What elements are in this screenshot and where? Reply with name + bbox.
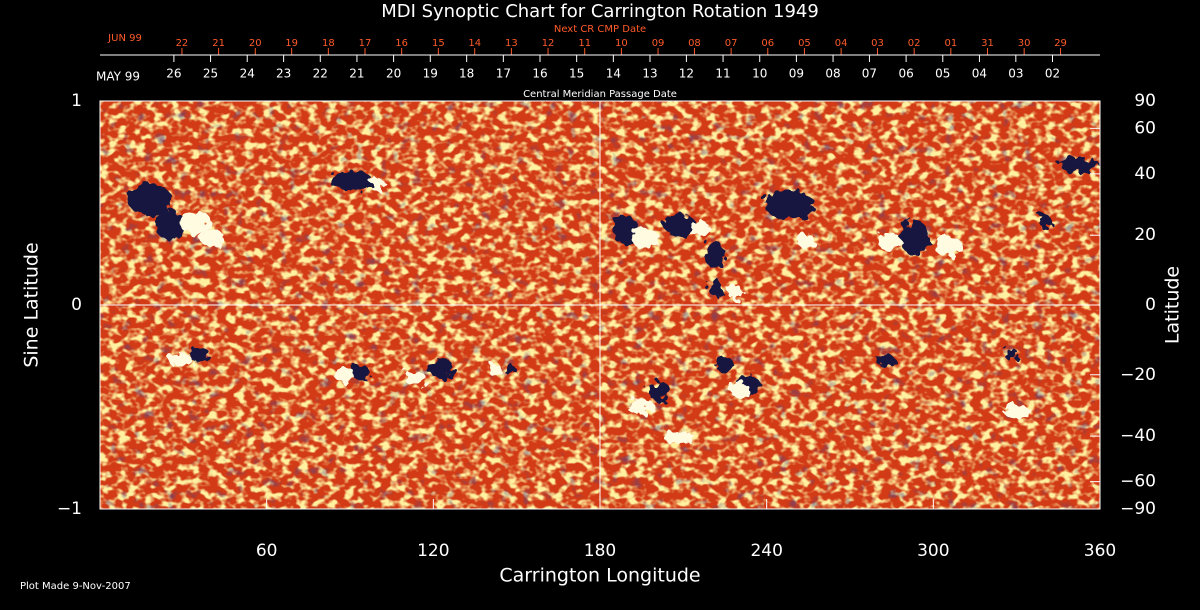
top-axis-tick-label: 11 bbox=[578, 38, 591, 49]
x-tick-label: 120 bbox=[417, 541, 449, 561]
top-axis-tick-label: 07 bbox=[862, 67, 877, 81]
y-tick-label: 0 bbox=[71, 295, 82, 315]
y2-tick-label: 90 bbox=[1134, 91, 1156, 111]
top-axis-tick-label: 19 bbox=[285, 38, 298, 49]
y2-tick-label: 20 bbox=[1134, 225, 1156, 245]
x-axis-title: Carrington Longitude bbox=[499, 565, 700, 587]
top-axis-tick-label: 07 bbox=[725, 38, 738, 49]
top-axis-tick-label: 12 bbox=[542, 38, 555, 49]
top-axis-tick-label: 14 bbox=[606, 67, 621, 81]
top-axis-title: Central Meridian Passage Date bbox=[523, 89, 677, 100]
top-axis-tick-label: 18 bbox=[322, 38, 335, 49]
y2-tick-label: −20 bbox=[1120, 365, 1156, 385]
top-axis-tick-label: 01 bbox=[944, 38, 957, 49]
x-tick-label: 360 bbox=[1084, 541, 1116, 561]
top-axis-tick-label: 31 bbox=[981, 38, 994, 49]
top-axis-tick-label: 03 bbox=[871, 38, 884, 49]
top-axis-tick-label: 22 bbox=[176, 38, 189, 49]
top-axis-tick-label: 06 bbox=[761, 38, 774, 49]
top-axis-tick-label: 08 bbox=[688, 38, 701, 49]
y2-tick-label: −60 bbox=[1120, 472, 1156, 492]
top-axis-tick-label: 15 bbox=[569, 67, 584, 81]
top-axis-tick-label: 20 bbox=[249, 38, 262, 49]
y-tick-label: −1 bbox=[57, 499, 82, 519]
top-axis-tick-label: 04 bbox=[972, 67, 987, 81]
top-axis-tick-label: 13 bbox=[505, 38, 518, 49]
top-axis-tick-label: 21 bbox=[212, 38, 225, 49]
top-axis-tick-label: 19 bbox=[423, 67, 438, 81]
top-axis-tick-label: 16 bbox=[395, 38, 408, 49]
top-axis-tick-label: 05 bbox=[798, 38, 811, 49]
y2-tick-label: −40 bbox=[1120, 426, 1156, 446]
top-axis-tick-label: 05 bbox=[935, 67, 950, 81]
top-axis-tick-label: 26 bbox=[166, 67, 181, 81]
top-axis-tick-label: 02 bbox=[1045, 67, 1060, 81]
y2-axis-title: Latitude bbox=[1162, 266, 1184, 344]
top-axis-tick-label: 13 bbox=[642, 67, 657, 81]
x-tick-label: 240 bbox=[750, 541, 782, 561]
top-axis-tick-label: 11 bbox=[715, 67, 730, 81]
top-axis-tick-label: 09 bbox=[789, 67, 804, 81]
top-axis-tick-label: 18 bbox=[459, 67, 474, 81]
top-axis-tick-label: 10 bbox=[752, 67, 767, 81]
chart-title: MDI Synoptic Chart for Carrington Rotati… bbox=[381, 1, 819, 22]
top-axis-tick-label: 09 bbox=[652, 38, 665, 49]
y-axis-title: Sine Latitude bbox=[21, 242, 43, 367]
top-axis-tick-label: 23 bbox=[276, 67, 291, 81]
top-axis-start-label: JUN 99 bbox=[107, 33, 142, 44]
y-tick-label: 1 bbox=[71, 91, 82, 111]
x-tick-label: 180 bbox=[584, 541, 616, 561]
top-axis-tick-label: 14 bbox=[468, 38, 481, 49]
footnote: Plot Made 9-Nov-2007 bbox=[20, 581, 131, 592]
top-axis-tick-label: 17 bbox=[359, 38, 372, 49]
top-axis-tick-label: 25 bbox=[203, 67, 218, 81]
top-axis-tick-label: 12 bbox=[679, 67, 694, 81]
top-axis-tick-label: 30 bbox=[1018, 38, 1031, 49]
top-axis-tick-label: 20 bbox=[386, 67, 401, 81]
x-tick-label: 60 bbox=[256, 541, 278, 561]
top-axis-tick-label: 10 bbox=[615, 38, 628, 49]
top-axis-tick-label: 29 bbox=[1054, 38, 1067, 49]
top-axis-title: Next CR CMP Date bbox=[554, 24, 646, 35]
x-tick-label: 300 bbox=[917, 541, 949, 561]
y2-tick-label: 0 bbox=[1145, 295, 1156, 315]
top-axis-tick-label: 04 bbox=[835, 38, 848, 49]
y2-tick-label: 40 bbox=[1134, 164, 1156, 184]
top-axis-tick-label: 03 bbox=[1008, 67, 1023, 81]
top-axis-tick-label: 17 bbox=[496, 67, 511, 81]
top-axis-tick-label: 06 bbox=[898, 67, 913, 81]
top-axis-tick-label: 24 bbox=[240, 67, 255, 81]
top-axis-tick-label: 16 bbox=[532, 67, 547, 81]
top-axis-tick-label: 21 bbox=[349, 67, 364, 81]
top-axis-tick-label: 15 bbox=[432, 38, 445, 49]
y2-tick-label: 60 bbox=[1134, 118, 1156, 138]
top-axis-start-label: MAY 99 bbox=[96, 70, 140, 84]
top-axis-tick-label: 02 bbox=[908, 38, 921, 49]
top-axis-tick-label: 22 bbox=[313, 67, 328, 81]
top-axis-tick-label: 08 bbox=[825, 67, 840, 81]
y2-tick-label: −90 bbox=[1120, 499, 1156, 519]
